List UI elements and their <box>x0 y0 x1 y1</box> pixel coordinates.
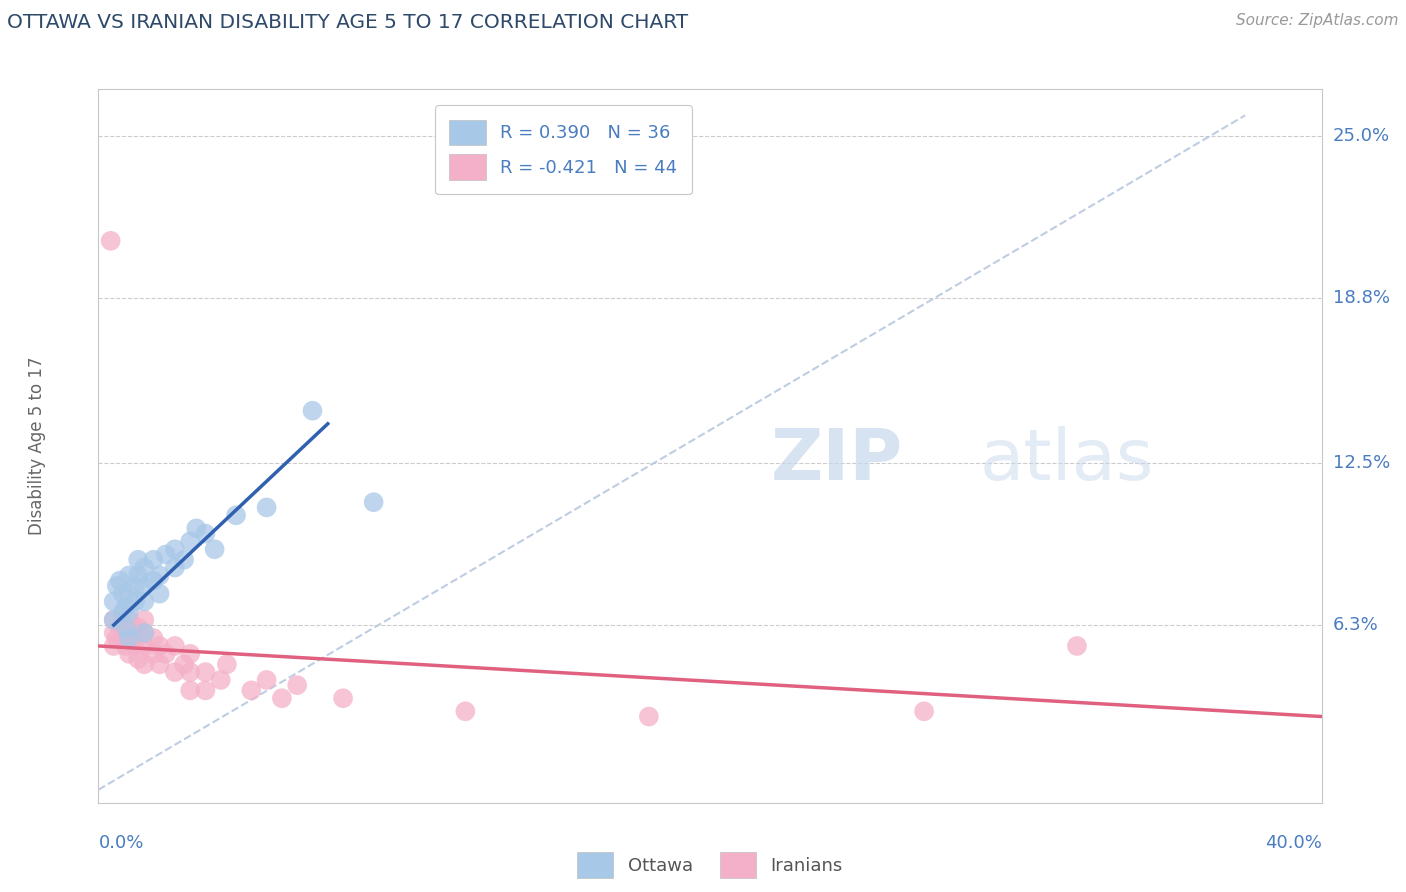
Point <box>240 683 263 698</box>
Point <box>134 626 156 640</box>
Point <box>134 579 156 593</box>
Point <box>118 613 141 627</box>
Legend: Ottawa, Iranians: Ottawa, Iranians <box>568 843 852 887</box>
Point <box>270 691 292 706</box>
Point <box>111 613 134 627</box>
Point <box>118 568 141 582</box>
Point <box>149 657 172 672</box>
Point <box>127 568 149 582</box>
Point <box>194 526 217 541</box>
Text: Disability Age 5 to 17: Disability Age 5 to 17 <box>28 357 46 535</box>
Point <box>363 495 385 509</box>
Point <box>118 647 141 661</box>
Point <box>134 594 156 608</box>
Text: 12.5%: 12.5% <box>1333 454 1391 472</box>
Point <box>179 683 201 698</box>
Point <box>118 631 141 645</box>
Point <box>142 574 165 588</box>
Point <box>204 542 226 557</box>
Point <box>209 673 232 687</box>
Point <box>118 605 141 619</box>
Point <box>134 639 156 653</box>
Point <box>163 639 186 653</box>
Point <box>215 657 238 672</box>
Text: 40.0%: 40.0% <box>1265 834 1322 852</box>
Point <box>256 500 278 515</box>
Text: 6.3%: 6.3% <box>1333 616 1378 634</box>
Text: Source: ZipAtlas.com: Source: ZipAtlas.com <box>1236 13 1399 29</box>
Point <box>100 234 122 248</box>
Point <box>118 587 141 601</box>
Point <box>124 631 146 645</box>
Point <box>103 594 125 608</box>
Point <box>124 594 146 608</box>
Point <box>637 709 661 723</box>
Point <box>115 599 138 614</box>
Point <box>256 673 278 687</box>
Point <box>103 639 125 653</box>
Point <box>332 691 354 706</box>
Point <box>115 621 138 635</box>
Point <box>108 621 131 635</box>
Point <box>163 542 186 557</box>
Point <box>454 704 477 718</box>
Point <box>115 639 138 653</box>
Point <box>127 652 149 666</box>
Point <box>111 605 134 619</box>
Point <box>127 621 149 635</box>
Point <box>155 548 177 562</box>
Point <box>134 626 156 640</box>
Text: atlas: atlas <box>979 425 1153 495</box>
Point <box>124 639 146 653</box>
Point <box>173 657 195 672</box>
Point <box>142 631 165 645</box>
Point <box>179 647 201 661</box>
Point <box>103 626 125 640</box>
Point <box>173 552 195 566</box>
Point <box>301 403 323 417</box>
Point <box>105 631 128 645</box>
Point <box>142 552 165 566</box>
Point <box>103 613 125 627</box>
Text: 0.0%: 0.0% <box>98 834 143 852</box>
Point <box>108 574 131 588</box>
Point <box>124 579 146 593</box>
Point <box>111 587 134 601</box>
Point <box>155 647 177 661</box>
Point <box>105 579 128 593</box>
Point <box>179 534 201 549</box>
Point <box>134 657 156 672</box>
Point <box>134 613 156 627</box>
Point <box>186 521 208 535</box>
Point <box>103 613 125 627</box>
Point <box>149 639 172 653</box>
Point <box>179 665 201 679</box>
Point <box>111 631 134 645</box>
Point <box>142 647 165 661</box>
Point <box>149 587 172 601</box>
Point <box>225 508 247 523</box>
Point <box>118 626 141 640</box>
Point <box>285 678 308 692</box>
Point <box>194 665 217 679</box>
Point <box>127 552 149 566</box>
Point <box>912 704 935 718</box>
Text: OTTAWA VS IRANIAN DISABILITY AGE 5 TO 17 CORRELATION CHART: OTTAWA VS IRANIAN DISABILITY AGE 5 TO 17… <box>7 13 688 32</box>
Point <box>163 665 186 679</box>
Point <box>1066 639 1088 653</box>
Point <box>134 560 156 574</box>
Point <box>194 683 217 698</box>
Text: 25.0%: 25.0% <box>1333 128 1391 145</box>
Text: 18.8%: 18.8% <box>1333 289 1389 308</box>
Point <box>163 560 186 574</box>
Point <box>149 568 172 582</box>
Text: ZIP: ZIP <box>772 425 904 495</box>
